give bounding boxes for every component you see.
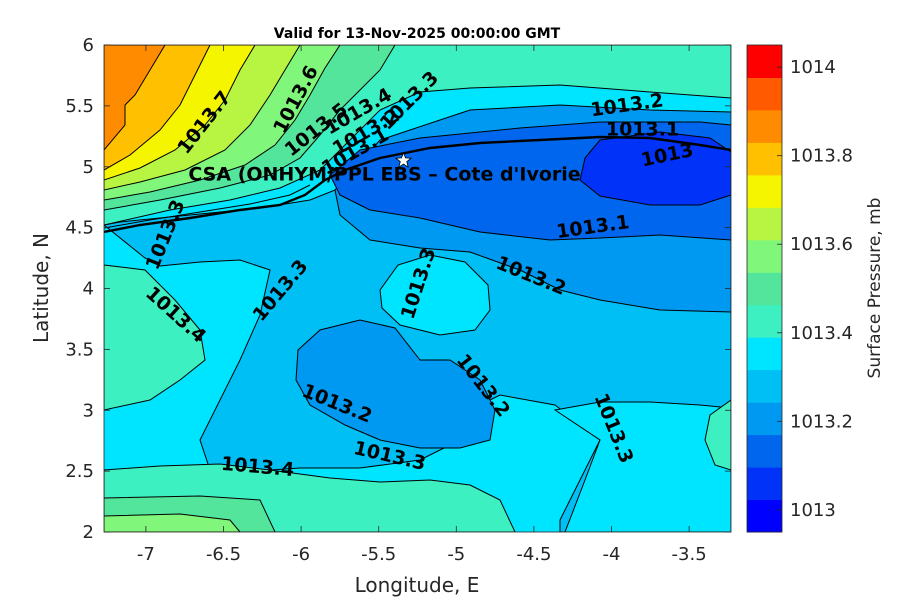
colorbar: 1013 1013.2 1013.4 1013.6 1013.8 1014	[746, 44, 853, 533]
x-tick-label: -4	[603, 544, 621, 565]
colorbar-segment	[747, 499, 782, 533]
plot-area	[104, 45, 731, 532]
y-axis: 2 2.5 3 3.5 4 4.5 5 5.5 6	[65, 35, 731, 543]
fill-band-1013-55-southwest	[104, 513, 241, 532]
coastline	[104, 135, 731, 234]
colorbar-label: Surface Pressure, mb	[865, 198, 885, 379]
x-axis: -7 -6.5 -6 -5.5 -5 -4.5 -4 -3.5	[137, 45, 707, 565]
colorbar-tick-label: 1013.6	[790, 234, 853, 255]
colorbar-segment	[747, 272, 782, 306]
colorbar-tick-label: 1013.2	[790, 411, 853, 432]
fill-band-1013-35-west	[104, 264, 206, 411]
site-layer: CSA (ONHYM/PPL EBS – Cote d'Ivorie	[188, 151, 581, 186]
fill-band-1013-0-core	[579, 131, 731, 206]
colorbar-segment	[747, 109, 782, 143]
x-tick-label: -5.5	[361, 544, 396, 565]
fill-band-1013-8-northwest	[104, 45, 166, 151]
x-tick-label: -6	[292, 544, 310, 565]
x-axis-label: Longitude, E	[355, 573, 480, 597]
chart-title: Valid for 13-Nov-2025 00:00:00 GMT	[274, 26, 561, 42]
x-tick-label: -6.5	[206, 544, 241, 565]
colorbar-segment	[747, 304, 782, 338]
fill-band-1013-35-east	[704, 399, 731, 471]
colorbar-segment	[747, 467, 782, 501]
colorbar-segment	[747, 207, 782, 241]
y-tick-label: 4.5	[65, 218, 94, 239]
y-tick-label: 4	[83, 279, 94, 300]
colorbar-tick-label: 1013.8	[790, 146, 853, 167]
colorbar-tick-label: 1013	[790, 500, 836, 521]
site-star-icon	[394, 151, 413, 168]
colorbar-segment	[747, 337, 782, 371]
fill-band-1013-35-south	[553, 401, 731, 532]
colorbar-segment	[747, 77, 782, 111]
colorbar-segment	[747, 45, 782, 78]
colorbar-tick-label: 1013.4	[790, 323, 853, 344]
x-tick-label: -3.5	[672, 544, 707, 565]
colorbar-tick-label: 1014	[790, 57, 836, 78]
colorbar-segment	[747, 434, 782, 468]
y-tick-label: 3.5	[65, 339, 94, 360]
y-axis-label: Latitude, N	[29, 233, 53, 343]
y-tick-label: 2.5	[65, 461, 94, 482]
site-label: CSA (ONHYM/PPL EBS – Cote d'Ivorie	[188, 164, 580, 186]
x-tick-label: -7	[137, 544, 155, 565]
colorbar-segment	[747, 402, 782, 436]
y-tick-label: 5	[83, 157, 94, 178]
fill-band-1013-2-south	[295, 319, 496, 449]
colorbar-segment	[747, 369, 782, 403]
y-tick-label: 3	[83, 400, 94, 421]
fill-band-1013-3-island	[379, 254, 491, 336]
y-tick-label: 5.5	[65, 96, 94, 117]
coastline-inner	[104, 184, 311, 229]
x-tick-label: -5	[447, 544, 465, 565]
colorbar-segment	[747, 239, 782, 273]
colorbar-segment	[747, 142, 782, 176]
contour-label: 1013.1	[606, 119, 679, 141]
colorbar-frame	[746, 44, 783, 533]
y-tick-label: 6	[83, 35, 94, 56]
x-tick-label: -4.5	[516, 544, 551, 565]
colorbar-segment	[747, 174, 782, 208]
y-tick-label: 2	[83, 522, 94, 543]
